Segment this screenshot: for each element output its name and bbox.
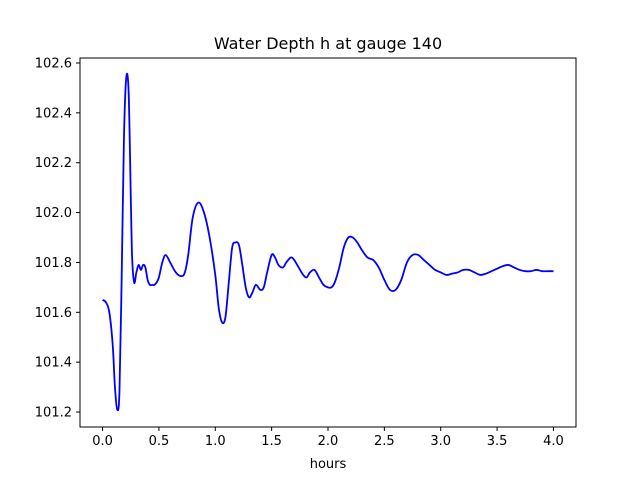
y-tick-label: 102.4 bbox=[35, 106, 72, 121]
y-tick-label: 101.2 bbox=[35, 406, 72, 421]
plot-area bbox=[79, 57, 577, 428]
x-tick-label: 2.5 bbox=[374, 434, 395, 449]
x-tick-label: 3.5 bbox=[487, 434, 508, 449]
x-tick-label: 1.5 bbox=[261, 434, 282, 449]
chart-title: Water Depth h at gauge 140 bbox=[214, 34, 442, 53]
y-tick-label: 102.6 bbox=[35, 56, 72, 71]
y-tick-label: 102.0 bbox=[35, 206, 72, 221]
x-tick-label: 2.0 bbox=[318, 434, 339, 449]
x-tick-label: 1.0 bbox=[205, 434, 226, 449]
x-tick-label: 0.0 bbox=[92, 434, 113, 449]
series-line-0 bbox=[102, 72, 554, 412]
x-axis: 0.0 0.5 1.0 1.5 2.0 2.5 3.0 3.5 4.0 bbox=[92, 427, 564, 449]
plot-background bbox=[80, 58, 576, 427]
y-tick-label: 101.8 bbox=[35, 256, 72, 271]
y-tick-label: 102.2 bbox=[35, 156, 72, 171]
y-tick-label: 101.6 bbox=[35, 306, 72, 321]
y-axis: 101.2 101.4 101.6 101.8 102.0 102.2 102.4 102.6 bbox=[35, 56, 80, 421]
x-tick-label: 3.0 bbox=[430, 434, 451, 449]
x-tick-label: 4.0 bbox=[543, 434, 564, 449]
x-tick-label: 0.5 bbox=[149, 434, 170, 449]
x-axis-label: hours bbox=[310, 457, 347, 472]
y-tick-label: 101.4 bbox=[35, 356, 72, 371]
